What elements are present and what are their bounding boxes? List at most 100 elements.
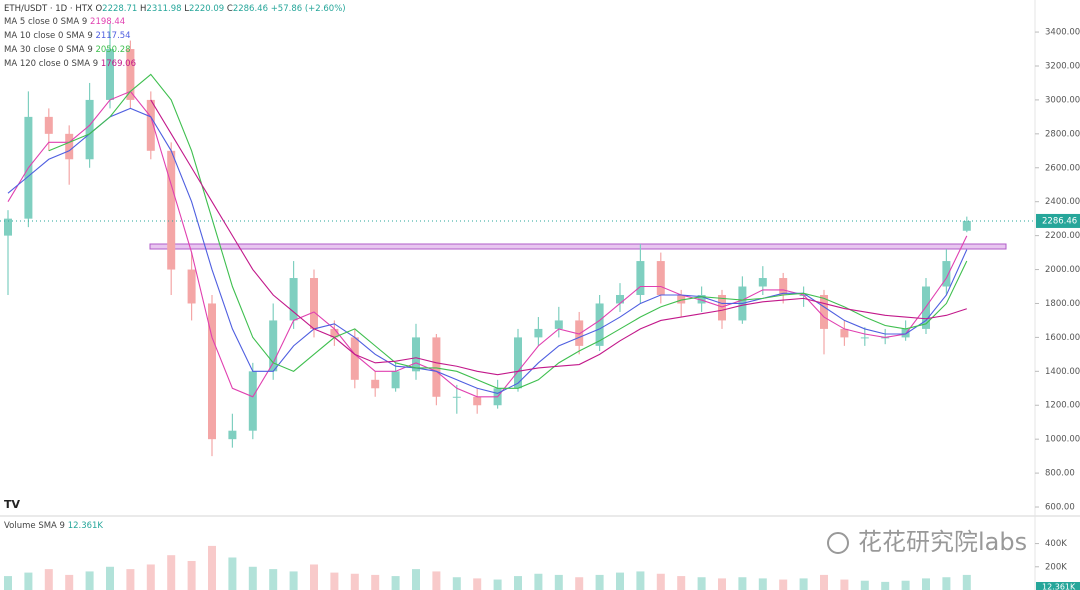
watermark-icon [827,532,849,554]
volume-bar [554,574,563,590]
y-tick-label: 3000.00 [1045,95,1080,105]
volume-bar [697,577,706,590]
volume-badge [1036,582,1080,590]
ma-value: 2117.54 [95,31,130,41]
candle-body [962,220,971,231]
volume-bar [269,569,278,590]
ma-value: 2050.28 [95,45,130,55]
volume-bar [289,571,298,590]
ma-value: 2198.44 [90,17,125,27]
resistance-zone [149,243,1007,250]
volume-bar [310,564,318,590]
watermark: 花花研究院labs [858,528,1027,556]
candle-body [371,379,380,389]
volume-bar [126,569,135,590]
ma-legend: MA 10 close 0 SMA 9 2117.54 [4,31,131,41]
volume-bar [44,569,53,590]
candle-body [758,278,767,287]
candle-body [452,396,461,398]
volume-bar [962,574,971,590]
candle-body [432,337,441,397]
candle-body [248,371,257,431]
candle-body [718,294,726,321]
candle-body [310,278,318,329]
volume-axis-label: 12.361K [1042,583,1076,590]
volume-bar [65,574,74,590]
y-tick-label: 1800.00 [1045,299,1080,309]
candle-body [779,278,788,295]
volume-bar [636,571,645,590]
volume-bar [187,560,196,590]
candle-body [330,328,339,338]
candle-body [391,371,400,389]
candle-body [146,99,155,151]
volume-bar [881,581,890,590]
volume-bar [493,579,502,590]
volume-bar [473,578,482,590]
volume-bar [758,578,767,590]
ma-name: MA 30 close 0 SMA 9 [4,45,93,55]
ma-name: MA 10 close 0 SMA 9 [4,31,93,41]
y-tick-label: 1400.00 [1045,367,1080,377]
candle-body [942,261,951,287]
candle-body [412,337,420,372]
candle-body [350,337,359,380]
volume-bar [24,572,33,590]
candle-body [167,150,176,270]
y-tick-label: 3200.00 [1045,61,1080,71]
candle-body [860,337,869,339]
volume-bar [371,574,380,590]
ohlc-value: 2286.46 [233,4,268,14]
ma-legend: MA 5 close 0 SMA 9 2198.44 [4,17,125,27]
volume-bar [514,576,522,590]
ma-legend: MA 30 close 0 SMA 9 2050.28 [4,45,131,55]
volume-bar [350,573,359,590]
y-tick-label: 3400.00 [1045,28,1080,38]
volume-bar [922,578,930,590]
ma-value: 1769.06 [101,59,136,69]
volume-bar [432,571,441,590]
volume-bar [534,573,543,590]
ohlc-prefix: H [140,4,146,14]
y-tick-label: 2600.00 [1045,163,1080,173]
change-label: +57.86 (+2.60%) [271,4,346,14]
volume-bar [167,555,176,590]
volume-value: 12.361K [68,521,104,531]
candle-body [126,49,135,100]
ohlc-prefix: L [184,4,189,14]
candle-body [228,430,237,440]
candle-body [575,320,584,346]
candle-body [514,337,522,389]
volume-bar [575,577,584,590]
volume-bar [228,557,237,590]
y-tick-label: 2200.00 [1045,231,1080,241]
candle-body [616,294,624,304]
volume-name: Volume SMA 9 [4,521,65,531]
candle-body [106,49,114,100]
candle-body [44,116,53,134]
ohlc-value: 2220.09 [189,4,224,14]
volume-bar [412,569,420,590]
candle-body [595,303,604,346]
y-tick-label: 2400.00 [1045,197,1080,207]
volume-bar [146,564,155,590]
volume-bar [656,573,665,590]
ma-name: MA 5 close 0 SMA 9 [4,17,87,27]
candle-body [697,294,706,304]
volume-bar [799,578,808,590]
candle-body [840,328,849,338]
ohlc-prefix: C [227,4,233,14]
current-price-label: 2286.46 [1042,216,1077,226]
moving-average-line [7,107,968,394]
tv-logo: TV [4,498,21,511]
ohlc-value: 2228.71 [102,4,137,14]
volume-bar [616,572,624,590]
volume-bar [718,578,726,590]
ohlc-value: 2311.98 [146,4,181,14]
volume-bar [820,574,828,590]
ma-legend: MA 120 close 0 SMA 9 1769.06 [4,59,136,69]
y-tick-label: 2000.00 [1045,265,1080,275]
volume-bar [595,574,604,590]
y-tick-label: 600.00 [1045,503,1075,513]
